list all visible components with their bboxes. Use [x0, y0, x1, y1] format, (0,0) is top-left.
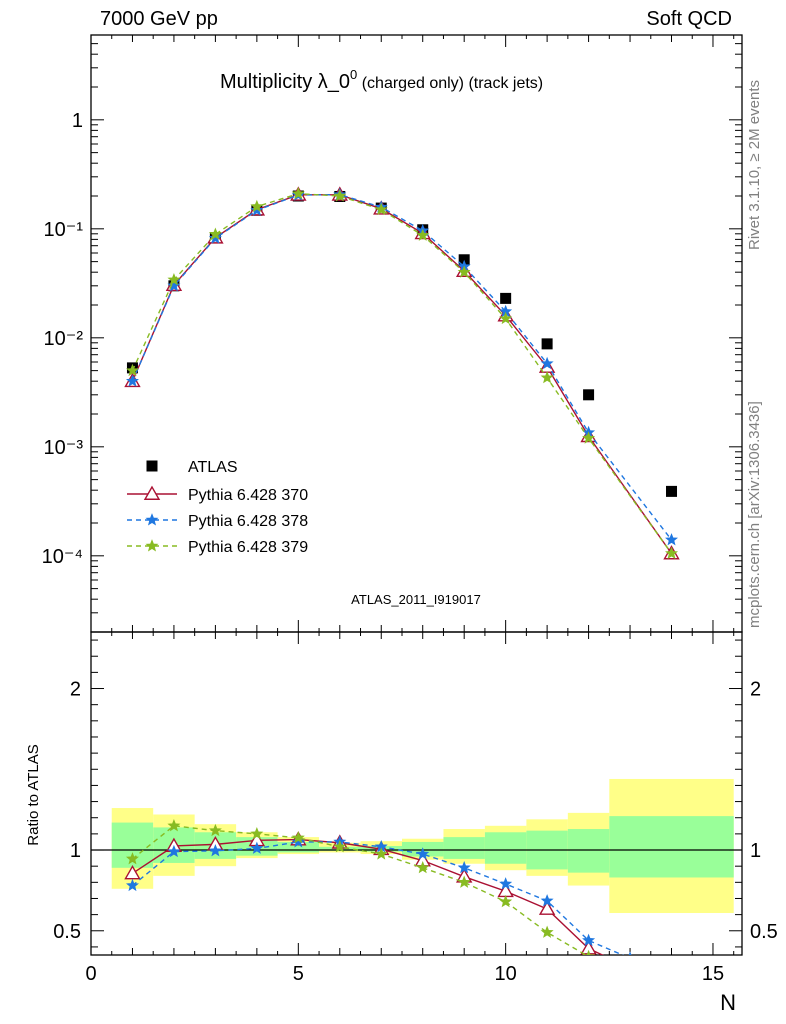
ratio-point: [124, 865, 141, 880]
legend-marker-atlas: [146, 460, 158, 472]
ratio-point: [208, 823, 222, 837]
series-point: [333, 189, 347, 202]
ratio-y-tick-label: 1: [70, 840, 81, 862]
legend-label: Pythia 6.428 378: [188, 513, 308, 530]
ratio-point: [540, 925, 554, 938]
series-point: [582, 431, 596, 444]
plot-texts: Multiplicity λ_00 (charged only) (track …: [25, 67, 736, 1015]
ratio-point: [628, 951, 632, 955]
ratio-point: [538, 900, 556, 915]
ratio-point: [623, 961, 637, 973]
ratio-y-tick-label-right: 0.5: [750, 921, 778, 943]
axis-ticks: 0 5 10 15 1 10⁻¹ 10⁻² 10⁻³ 10⁻⁴ 0.5 0.5 1 1 2 2: [42, 34, 778, 985]
legend-label: Pythia 6.428 370: [188, 487, 308, 504]
legend-marker: [143, 485, 161, 500]
series-point: [374, 202, 388, 216]
ratio-series: [124, 818, 637, 976]
ratio-point: [624, 965, 635, 976]
ratio-point: [167, 818, 181, 832]
ratio-point: [540, 894, 554, 907]
series-point: [250, 199, 264, 213]
series-point: [416, 228, 430, 241]
y-tick-label: 10⁻³: [44, 437, 84, 459]
legend-label: ATLAS: [188, 459, 238, 476]
ratio-point: [457, 875, 471, 888]
plot-frames: [90, 34, 743, 956]
header-left: 7000 GeV pp: [100, 8, 218, 30]
ratio-frame: [90, 631, 743, 956]
x-axis-label: N: [720, 990, 736, 1015]
legend-label: Pythia 6.428 379: [188, 539, 308, 556]
legend-marker: [145, 513, 159, 526]
atlas-point: [458, 254, 470, 266]
band-green: [277, 841, 320, 853]
series-point: [499, 311, 513, 325]
series-point: [291, 186, 305, 200]
series-point: [167, 278, 181, 292]
x-tick-label: 5: [293, 963, 304, 985]
analysis-watermark: ATLAS_2011_I919017: [351, 592, 481, 607]
ratio-point: [291, 831, 305, 844]
series-point: [457, 265, 471, 278]
band-green: [443, 837, 485, 859]
series-point: [665, 546, 679, 560]
series-point: [125, 374, 139, 387]
y-tick-label: 1: [72, 110, 83, 132]
series-point: [208, 227, 222, 240]
ratio-point: [582, 933, 596, 946]
ratio-y-tick-label-right: 2: [750, 679, 761, 701]
series-point: [125, 363, 139, 377]
y-tick-label: 10⁻¹: [44, 219, 84, 241]
x-tick-label: 10: [495, 963, 517, 985]
ratio-point: [250, 841, 264, 854]
ratio-point: [250, 827, 264, 840]
band-green: [484, 832, 527, 864]
ratio-point: [374, 847, 388, 860]
ratio-y-tick-label: 2: [70, 679, 81, 701]
chart-title: Multiplicity λ_00 (charged only) (track …: [220, 67, 543, 93]
series-point: [540, 370, 554, 384]
ratio-point: [499, 877, 513, 890]
series-point: [250, 203, 264, 216]
ratio-point: [416, 860, 430, 874]
series-point: [208, 231, 222, 244]
ratio-point: [333, 839, 347, 853]
band-green: [567, 829, 610, 873]
legend: ATLAS Pythia 6.428 370 Pythia 6.428 378 Pyt…: [127, 459, 308, 556]
band-green: [609, 816, 734, 878]
ratio-y-tick-label-right: 1: [750, 840, 761, 862]
series-point: [540, 356, 554, 370]
ratio-y-tick-label: 0.5: [53, 921, 81, 943]
data-series: [124, 186, 680, 976]
x-tick-label: 15: [702, 963, 724, 985]
ratio-point: [167, 844, 181, 858]
y-tick-label: 10⁻²: [44, 328, 84, 350]
header-right: Soft QCD: [646, 8, 732, 30]
ratio-y-axis-label: Ratio to ATLAS: [25, 744, 42, 845]
ratio-point: [499, 894, 513, 908]
atlas-point: [583, 389, 595, 401]
ratio-point: [125, 852, 139, 865]
ratio-point: [457, 860, 471, 874]
ratio-point: [291, 835, 305, 848]
atlas-point: [541, 338, 553, 350]
atlas-point: [500, 292, 512, 304]
y-tick-label: 10⁻⁴: [42, 546, 83, 568]
legend-marker: [145, 539, 159, 552]
ratio-point: [208, 844, 222, 857]
ratio-point: [582, 949, 596, 955]
ratio-point: [416, 847, 430, 860]
series-point: [167, 273, 181, 286]
series-point: [665, 533, 679, 546]
ratio-point: [125, 878, 139, 892]
x-tick-label: 0: [85, 963, 96, 985]
atlas-point: [666, 485, 678, 497]
